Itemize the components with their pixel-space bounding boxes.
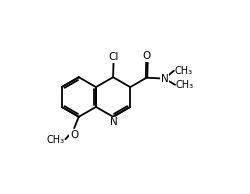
Text: CH₃: CH₃ (174, 66, 193, 76)
Text: N: N (110, 117, 118, 127)
Text: N: N (160, 74, 168, 84)
Text: O: O (70, 130, 78, 140)
Text: CH₃: CH₃ (47, 135, 65, 145)
Text: Cl: Cl (108, 52, 119, 62)
Text: CH₃: CH₃ (176, 80, 194, 90)
Text: O: O (143, 51, 151, 61)
